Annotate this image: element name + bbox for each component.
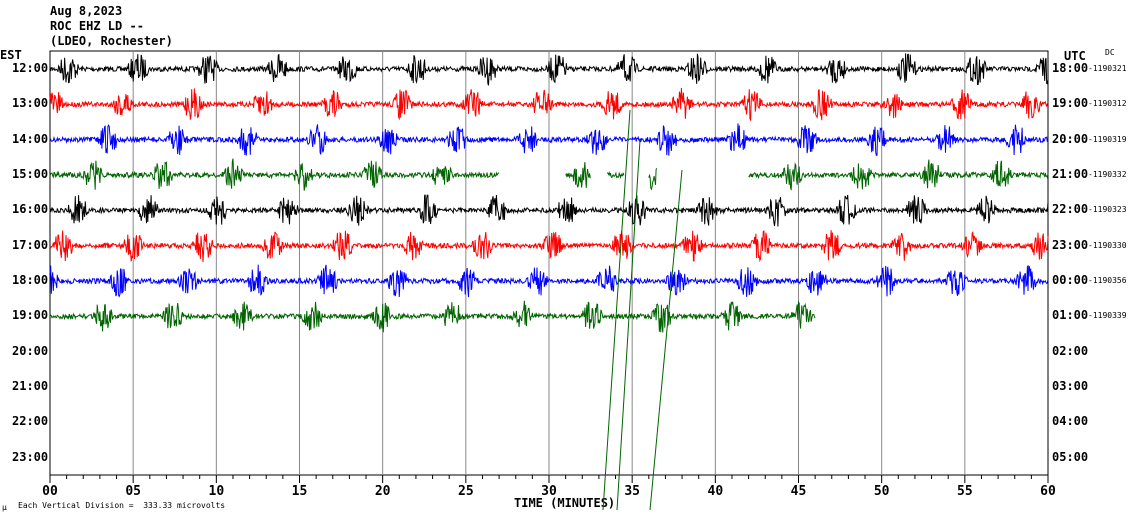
- seismic-trace: [565, 162, 591, 188]
- x-tick-label: 50: [874, 484, 890, 499]
- seismic-trace: [49, 264, 1049, 298]
- x-tick-label: 25: [458, 484, 474, 499]
- scale-note: Each Vertical Division = 333.33 microvol…: [18, 501, 226, 510]
- utc-hour-label: 02:00: [1052, 343, 1089, 358]
- x-tick-label: 35: [624, 484, 640, 499]
- dc-offset-label: -1190323: [1088, 205, 1127, 215]
- x-tick-label: 20: [375, 484, 391, 499]
- seismic-trace: [606, 171, 625, 180]
- est-hour-label: 20:00: [12, 343, 49, 358]
- seismic-trace: [49, 53, 1049, 86]
- x-tick-label: 60: [1040, 484, 1056, 499]
- utc-hour-label: 05:00: [1052, 449, 1089, 464]
- utc-hour-label: 20:00: [1052, 131, 1089, 146]
- x-tick-label: 30: [541, 484, 557, 499]
- utc-hour-label: 04:00: [1052, 414, 1089, 429]
- seismic-trace: [49, 123, 1049, 156]
- est-hour-label: 12:00: [12, 61, 49, 75]
- utc-hour-label: 22:00: [1052, 202, 1089, 217]
- seismic-trace: [648, 167, 658, 191]
- x-tick-label: 45: [791, 484, 807, 499]
- utc-hour-label: 03:00: [1052, 379, 1089, 393]
- utc-hour-label: 19:00: [1052, 96, 1089, 111]
- seismic-trace: [748, 159, 1049, 191]
- est-hour-label: 17:00: [12, 237, 49, 252]
- dc-offset-label: -1190356: [1088, 276, 1127, 285]
- dc-offset-label: -1190319: [1088, 134, 1127, 144]
- seismic-trace: [49, 229, 1049, 263]
- seismic-trace: [49, 158, 500, 191]
- seismic-trace: [49, 194, 1049, 227]
- x-tick-label: 10: [209, 484, 225, 499]
- station-label: ROC EHZ LD --: [50, 19, 144, 33]
- utc-hour-label: 00:00: [1052, 273, 1089, 287]
- est-hour-label: 14:00: [12, 131, 49, 146]
- glitch-trace: [649, 169, 683, 511]
- est-hour-label: 22:00: [12, 414, 49, 429]
- x-tick-label: 05: [125, 484, 141, 499]
- seismic-trace: [49, 87, 1049, 121]
- x-axis-title: TIME (MINUTES): [514, 496, 616, 510]
- dc-label: DC: [1105, 48, 1115, 57]
- utc-label: UTC: [1064, 49, 1086, 63]
- micro-symbol: μ: [2, 503, 7, 512]
- dc-offset-label: -1190339: [1088, 311, 1127, 321]
- seismic-trace: [49, 300, 816, 333]
- utc-hour-label: 18:00: [1052, 61, 1089, 75]
- est-label: EST: [0, 48, 22, 62]
- dc-offset-label: -1190332: [1088, 170, 1127, 179]
- glitch-trace: [616, 139, 641, 511]
- utc-hour-label: 01:00: [1052, 308, 1089, 323]
- dc-offset-label: -1190321: [1088, 64, 1127, 73]
- dc-offset-label: -1190312: [1088, 99, 1127, 109]
- date-label: Aug 8,2023: [50, 4, 123, 18]
- x-tick-label: 00: [42, 484, 58, 499]
- est-hour-label: 21:00: [12, 379, 49, 393]
- network-label: (LDEO, Rochester): [50, 34, 173, 48]
- x-tick-label: 40: [708, 484, 724, 499]
- est-hour-label: 18:00: [12, 273, 49, 287]
- est-hour-label: 15:00: [12, 167, 49, 181]
- est-hour-label: 16:00: [12, 202, 49, 217]
- dc-offset-label: -1190330: [1088, 240, 1127, 250]
- est-hour-label: 13:00: [12, 96, 49, 111]
- utc-hour-label: 21:00: [1052, 167, 1089, 181]
- x-tick-label: 15: [292, 484, 308, 499]
- glitch-trace: [602, 109, 631, 511]
- x-tick-label: 55: [957, 484, 973, 499]
- est-hour-label: 23:00: [12, 449, 49, 464]
- est-hour-label: 19:00: [12, 308, 49, 323]
- utc-hour-label: 23:00: [1052, 237, 1089, 252]
